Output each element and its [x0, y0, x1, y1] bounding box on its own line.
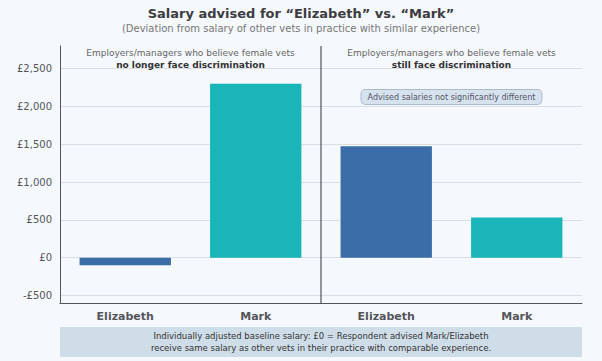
svg-text:Salary advised for “Elizabeth”: Salary advised for “Elizabeth” vs. “Mark… — [148, 6, 455, 21]
svg-text:Employers/managers who believe: Employers/managers who believe female ve… — [86, 48, 295, 58]
svg-text:Elizabeth: Elizabeth — [358, 310, 415, 323]
svg-text:still face discrimination: still face discrimination — [392, 60, 511, 70]
svg-text:-£500: -£500 — [23, 290, 52, 301]
svg-text:£2,500: £2,500 — [17, 63, 52, 74]
svg-text:£0: £0 — [39, 252, 52, 263]
svg-text:no longer face discrimination: no longer face discrimination — [116, 60, 265, 70]
svg-text:Individually adjusted baseline: Individually adjusted baseline salary: £… — [153, 331, 488, 341]
svg-text:receive same salary as other v: receive same salary as other vets in the… — [151, 343, 491, 353]
svg-text:£2,000: £2,000 — [17, 101, 52, 112]
svg-text:Employers/managers who believe: Employers/managers who believe female ve… — [347, 48, 556, 58]
svg-text:£500: £500 — [27, 214, 52, 225]
svg-text:(Deviation from salary of othe: (Deviation from salary of other vets in … — [122, 23, 480, 34]
svg-text:Advised salaries not significa: Advised salaries not significantly diffe… — [368, 93, 536, 102]
svg-text:£1,500: £1,500 — [17, 139, 52, 150]
svg-text:£1,000: £1,000 — [17, 177, 52, 188]
svg-text:Elizabeth: Elizabeth — [97, 310, 154, 323]
svg-text:Mark: Mark — [240, 310, 272, 323]
svg-text:Mark: Mark — [501, 310, 533, 323]
